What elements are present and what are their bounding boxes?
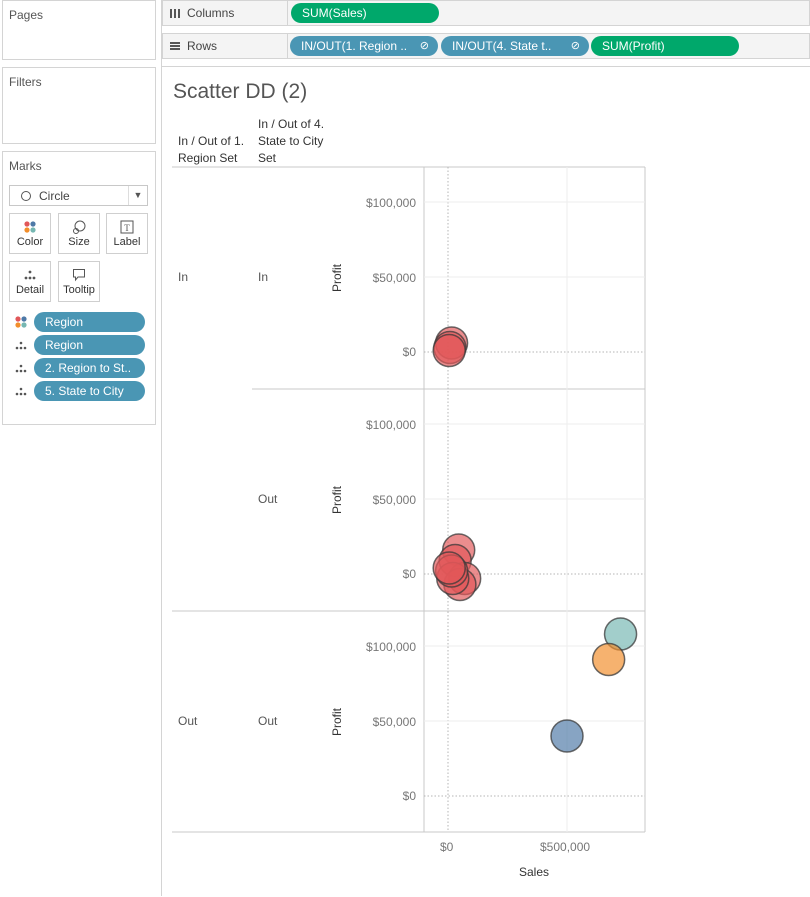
columns-pill-sum-sales[interactable]: SUM(Sales) xyxy=(291,3,439,23)
columns-icon xyxy=(170,9,180,18)
row-label-state-out[interactable]: Out xyxy=(258,492,278,506)
field-pill[interactable]: 5. State to City xyxy=(34,381,145,401)
size-icon xyxy=(73,220,86,234)
y-tick-label: $0 xyxy=(402,567,416,581)
mark-type-dropdown[interactable]: Circle ▼ xyxy=(9,185,148,206)
rows-pill-sum-profit[interactable]: SUM(Profit) xyxy=(591,36,739,56)
rows-shelf-label: Rows xyxy=(169,39,217,53)
link-icon: ⊘ xyxy=(419,40,429,52)
y-tick-label: $100,000 xyxy=(365,640,416,654)
color-button[interactable]: Color xyxy=(9,213,51,254)
view-title: Scatter DD (2) xyxy=(173,80,308,103)
chevron-down-icon: ▼ xyxy=(128,186,147,205)
marks-field-region-detail[interactable]: Region xyxy=(14,335,146,355)
link-icon: ⊘ xyxy=(570,40,580,52)
x-axis-title[interactable]: Sales xyxy=(519,865,550,879)
color-button-label: Color xyxy=(16,236,44,248)
column-header-line: In / Out of 1. xyxy=(178,134,245,148)
column-header-line: In / Out of 4. xyxy=(258,117,325,131)
column-header-line: Set xyxy=(258,151,277,165)
svg-text:T: T xyxy=(124,223,130,233)
y-tick-label: $50,000 xyxy=(372,493,416,507)
detail-button[interactable]: Detail xyxy=(9,261,51,302)
pages-title: Pages xyxy=(9,8,44,22)
scatter-point[interactable] xyxy=(591,642,626,677)
detail-icon xyxy=(15,341,27,350)
filters-title: Filters xyxy=(9,75,42,89)
tooltip-icon xyxy=(73,269,85,282)
row-label-region-in[interactable]: In xyxy=(178,270,189,284)
rows-shelf[interactable]: Rows IN/OUT(1. Region .. ⊘ IN/OUT(4. Sta… xyxy=(162,33,810,59)
rows-pill-inout-region-label: IN/OUT(1. Region .. xyxy=(301,39,408,53)
color-dots-icon xyxy=(24,221,36,233)
size-button[interactable]: Size xyxy=(58,213,100,254)
scatter-point[interactable] xyxy=(432,333,466,368)
detail-button-label: Detail xyxy=(15,284,45,296)
columns-label-text: Columns xyxy=(187,6,235,20)
row-label-state-in[interactable]: In xyxy=(258,270,269,284)
detail-icon xyxy=(24,270,36,280)
pages-card[interactable]: Pages xyxy=(2,0,156,60)
x-tick-label: $500,000 xyxy=(540,840,591,854)
rows-icon xyxy=(170,42,180,50)
label-button-label: Label xyxy=(113,236,141,248)
rows-pill-inout-state[interactable]: IN/OUT(4. State t.. ⊘ xyxy=(441,36,589,56)
y-tick-label: $0 xyxy=(402,345,416,359)
scatter-point[interactable] xyxy=(550,719,584,753)
field-pill[interactable]: Region xyxy=(34,312,145,332)
color-dots-icon xyxy=(15,316,27,328)
mark-type-label: Circle xyxy=(39,189,70,203)
y-tick-label: $50,000 xyxy=(372,271,416,285)
marks-field-region-color[interactable]: Region xyxy=(14,312,146,332)
column-header-line: State to City xyxy=(258,134,324,148)
rows-pill-inout-state-label: IN/OUT(4. State t.. xyxy=(452,39,552,53)
tooltip-button[interactable]: Tooltip xyxy=(58,261,100,302)
row-label-region-out[interactable]: Out xyxy=(178,714,198,728)
marks-title: Marks xyxy=(9,159,42,173)
circle-icon xyxy=(21,191,31,201)
rows-label-text: Rows xyxy=(187,39,218,53)
column-header-line: Region Set xyxy=(178,151,238,165)
y-tick-label: $100,000 xyxy=(365,196,416,210)
size-button-label: Size xyxy=(68,236,90,248)
columns-shelf[interactable]: Columns SUM(Sales) xyxy=(162,0,810,26)
shelf-separator xyxy=(287,34,288,58)
rows-pill-inout-region[interactable]: IN/OUT(1. Region .. ⊘ xyxy=(290,36,438,56)
row-label-state-out[interactable]: Out xyxy=(258,714,278,728)
columns-shelf-label: Columns xyxy=(169,6,234,20)
marks-field-region-to-state[interactable]: 2. Region to St.. xyxy=(14,358,146,378)
scatter-point[interactable] xyxy=(432,551,466,585)
detail-icon xyxy=(15,387,27,396)
detail-icon xyxy=(15,364,27,373)
column-header-state-city-set[interactable]: In / Out of 4. State to City Set xyxy=(258,116,324,167)
marks-field-state-to-city[interactable]: 5. State to City xyxy=(14,381,146,401)
field-pill[interactable]: 2. Region to St.. xyxy=(34,358,145,378)
tooltip-button-label: Tooltip xyxy=(63,284,95,296)
column-header-region-set[interactable]: In / Out of 1. Region Set xyxy=(178,133,244,167)
y-tick-label: $0 xyxy=(402,789,416,803)
label-button[interactable]: T Label xyxy=(106,213,148,254)
field-pill[interactable]: Region xyxy=(34,335,145,355)
panel-divider[interactable] xyxy=(161,0,162,896)
shelf-separator xyxy=(287,1,288,25)
x-tick-label: $0 xyxy=(440,840,454,854)
filters-card[interactable]: Filters xyxy=(2,67,156,144)
y-tick-label: $100,000 xyxy=(365,418,416,432)
view-area xyxy=(162,66,810,897)
label-icon: T xyxy=(120,220,134,234)
y-tick-label: $50,000 xyxy=(372,715,416,729)
